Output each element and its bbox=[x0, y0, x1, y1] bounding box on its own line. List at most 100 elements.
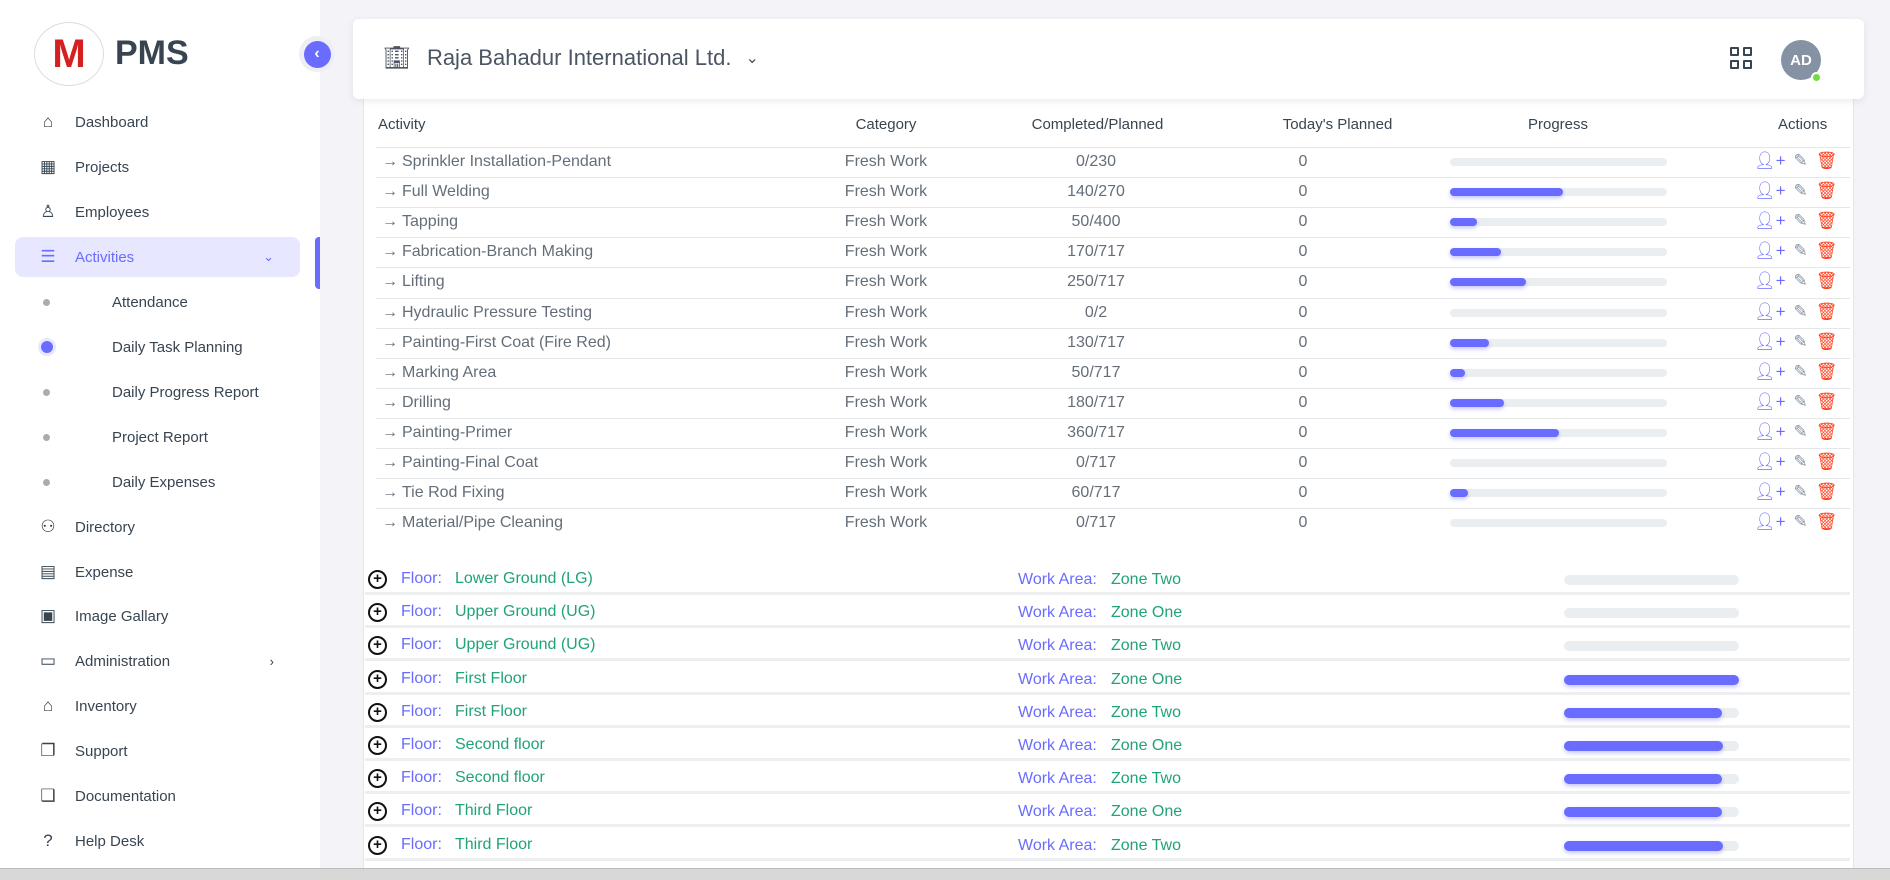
delete-icon[interactable]: 🗑︎ bbox=[1815, 452, 1838, 471]
activity-name: → Painting-First Coat (Fire Red) bbox=[382, 334, 611, 352]
sidebar-item-employees[interactable]: ♙ Employees bbox=[15, 192, 300, 232]
assign-user-icon[interactable]: 👤︎+ bbox=[1754, 482, 1786, 502]
expand-plus-icon[interactable]: + bbox=[368, 835, 387, 855]
edit-icon[interactable]: ✎ bbox=[1793, 482, 1808, 502]
category: Fresh Work bbox=[844, 393, 928, 411]
edit-icon[interactable]: ✎ bbox=[1793, 241, 1808, 261]
delete-icon[interactable]: 🗑︎ bbox=[1815, 151, 1838, 170]
assign-user-icon[interactable]: 👤︎+ bbox=[1754, 271, 1786, 291]
todays-planned: 0 bbox=[1298, 273, 1308, 291]
delete-icon[interactable]: 🗑︎ bbox=[1815, 331, 1838, 351]
building-icon: 🏢︎ bbox=[383, 45, 411, 70]
apps-grid-icon[interactable] bbox=[1730, 47, 1752, 69]
table-row: → Drilling Fresh Work 180/717 0 👤︎+ ✎ 🗑︎ bbox=[376, 387, 1850, 418]
edit-icon[interactable]: ✎ bbox=[1793, 151, 1808, 170]
delete-icon[interactable]: 🗑︎ bbox=[1815, 301, 1838, 321]
expand-plus-icon[interactable]: + bbox=[368, 802, 387, 822]
assign-user-icon[interactable]: 👤︎+ bbox=[1754, 301, 1786, 321]
work-area-name: Zone Two bbox=[1111, 637, 1181, 655]
sidebar-subitem-attendance[interactable]: Attendance bbox=[40, 287, 188, 317]
sidebar-item-documentation[interactable]: ❑ Documentation bbox=[15, 776, 300, 816]
work-area-label: Work Area: bbox=[1018, 604, 1097, 622]
expand-plus-icon[interactable]: + bbox=[368, 769, 387, 789]
floor-row[interactable]: + Floor: Third Floor Work Area: Zone Two bbox=[365, 831, 1850, 861]
assign-user-icon[interactable]: 👤︎+ bbox=[1754, 211, 1786, 231]
edit-icon[interactable]: ✎ bbox=[1793, 331, 1808, 351]
sidebar-subitem-daily-expenses[interactable]: Daily Expenses bbox=[40, 467, 215, 497]
floor-row[interactable]: + Floor: First Floor Work Area: Zone One bbox=[365, 665, 1850, 695]
sidebar-subitem-daily-progress-report[interactable]: Daily Progress Report bbox=[40, 377, 259, 407]
todays-planned: 0 bbox=[1298, 243, 1308, 261]
floor-row[interactable]: + Floor: Upper Ground (UG) Work Area: Zone T… bbox=[365, 631, 1850, 662]
floor-row[interactable]: + Floor: Lower Ground (LG) Work Area: Zone T… bbox=[365, 565, 1850, 595]
edit-icon[interactable]: ✎ bbox=[1793, 211, 1808, 231]
expand-plus-icon[interactable]: + bbox=[368, 669, 387, 689]
delete-icon[interactable]: 🗑︎ bbox=[1815, 181, 1838, 201]
assign-user-icon[interactable]: 👤︎+ bbox=[1754, 151, 1786, 170]
sidebar-item-inventory[interactable]: ⌂ Inventory bbox=[15, 686, 300, 726]
archive-icon: ▭ bbox=[39, 651, 57, 670]
edit-icon[interactable]: ✎ bbox=[1793, 301, 1808, 321]
edit-icon[interactable]: ✎ bbox=[1793, 361, 1808, 381]
row-actions: 👤︎+ ✎ 🗑︎ bbox=[1754, 211, 1837, 231]
sidebar-item-directory[interactable]: ⚇ Directory bbox=[15, 507, 300, 547]
assign-user-icon[interactable]: 👤︎+ bbox=[1754, 421, 1786, 441]
sidebar-item-activities[interactable]: ☰ Activities ⌄ bbox=[15, 237, 300, 277]
floor-label: Floor: bbox=[401, 702, 442, 720]
assign-user-icon[interactable]: 👤︎+ bbox=[1754, 241, 1786, 261]
activity-name: → Tapping bbox=[382, 213, 458, 231]
progress-fill bbox=[1450, 428, 1559, 437]
expand-plus-icon[interactable]: + bbox=[368, 636, 387, 656]
sidebar-subitem-project-report[interactable]: Project Report bbox=[40, 422, 208, 452]
col-today: Today's Planned bbox=[1282, 116, 1393, 133]
floor-row[interactable]: + Floor: Second floor Work Area: Zone One bbox=[365, 731, 1850, 761]
edit-icon[interactable]: ✎ bbox=[1793, 391, 1808, 411]
expand-plus-icon[interactable]: + bbox=[368, 603, 387, 623]
sidebar-item-support[interactable]: ❐ Support bbox=[15, 731, 300, 771]
todays-planned: 0 bbox=[1298, 153, 1308, 170]
expand-plus-icon[interactable]: + bbox=[368, 570, 387, 589]
sidebar-item-expense[interactable]: ▤ Expense bbox=[15, 552, 300, 592]
edit-icon[interactable]: ✎ bbox=[1793, 421, 1808, 441]
edit-icon[interactable]: ✎ bbox=[1793, 452, 1808, 471]
project-selector[interactable]: 🏢︎ Raja Bahadur International Ltd. ⌄ bbox=[383, 45, 759, 71]
assign-user-icon[interactable]: 👤︎+ bbox=[1754, 361, 1786, 381]
edit-icon[interactable]: ✎ bbox=[1793, 271, 1808, 291]
floor-row[interactable]: + Floor: Third Floor Work Area: Zone One bbox=[365, 797, 1850, 828]
assign-user-icon[interactable]: 👤︎+ bbox=[1754, 331, 1786, 351]
sidebar-item-projects[interactable]: ▦ Projects bbox=[15, 147, 300, 187]
collapse-sidebar-button[interactable]: ‹ bbox=[299, 36, 335, 72]
sidebar-item-image-gallary[interactable]: ▣ Image Gallary bbox=[15, 596, 300, 636]
delete-icon[interactable]: 🗑︎ bbox=[1815, 211, 1838, 231]
activity-label: Full Welding bbox=[402, 183, 490, 201]
progress-bar bbox=[1450, 278, 1667, 287]
floor-row[interactable]: + Floor: Second floor Work Area: Zone Two bbox=[365, 764, 1850, 795]
edit-icon[interactable]: ✎ bbox=[1793, 181, 1808, 201]
edit-icon[interactable]: ✎ bbox=[1793, 512, 1808, 532]
delete-icon[interactable]: 🗑︎ bbox=[1815, 512, 1838, 532]
delete-icon[interactable]: 🗑︎ bbox=[1815, 241, 1838, 261]
sidebar-item-administration[interactable]: ▭ Administration › bbox=[15, 641, 300, 681]
progress-bar bbox=[1450, 398, 1667, 407]
delete-icon[interactable]: 🗑︎ bbox=[1815, 482, 1838, 502]
delete-icon[interactable]: 🗑︎ bbox=[1815, 421, 1838, 441]
expand-plus-icon[interactable]: + bbox=[368, 736, 387, 755]
image-icon: ▣ bbox=[39, 606, 57, 625]
activity-name: → Full Welding bbox=[382, 183, 490, 201]
sidebar-item-help-desk[interactable]: ? Help Desk bbox=[15, 821, 300, 861]
floor-row[interactable]: + Floor: First Floor Work Area: Zone Two bbox=[365, 698, 1850, 728]
expand-plus-icon[interactable]: + bbox=[368, 702, 387, 722]
delete-icon[interactable]: 🗑︎ bbox=[1815, 271, 1838, 291]
delete-icon[interactable]: 🗑︎ bbox=[1815, 391, 1838, 411]
assign-user-icon[interactable]: 👤︎+ bbox=[1754, 452, 1786, 471]
activity-label: Lifting bbox=[402, 273, 445, 291]
sidebar-item-dashboard[interactable]: ⌂ Dashboard bbox=[15, 102, 300, 142]
assign-user-icon[interactable]: 👤︎+ bbox=[1754, 512, 1786, 532]
sidebar-subitem-daily-task-planning[interactable]: Daily Task Planning bbox=[40, 332, 243, 362]
col-category: Category bbox=[855, 116, 917, 133]
assign-user-icon[interactable]: 👤︎+ bbox=[1754, 391, 1786, 411]
delete-icon[interactable]: 🗑︎ bbox=[1815, 361, 1838, 381]
assign-user-icon[interactable]: 👤︎+ bbox=[1754, 181, 1786, 201]
category: Fresh Work bbox=[844, 423, 928, 441]
floor-row[interactable]: + Floor: Upper Ground (UG) Work Area: Zone O… bbox=[365, 598, 1850, 629]
